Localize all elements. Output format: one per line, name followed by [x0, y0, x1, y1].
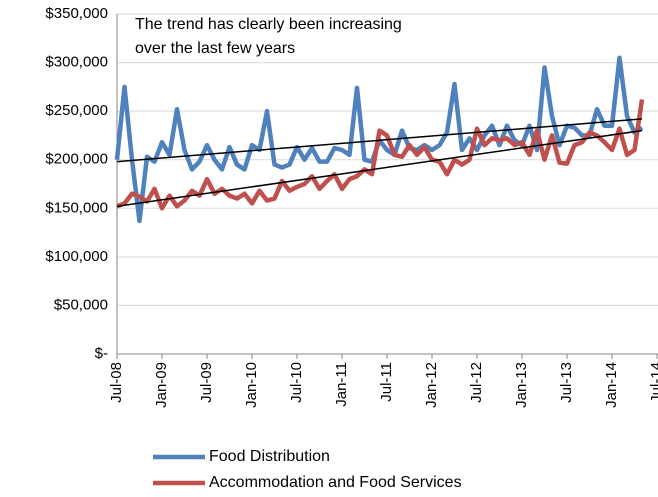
y-tick-label: $300,000: [45, 54, 108, 71]
x-tick-label: Jan-10: [243, 362, 260, 408]
x-tick-label: Jan-11: [333, 362, 350, 407]
y-tick-label: $50,000: [54, 296, 108, 313]
series-line: [116, 99, 645, 211]
annotation: over the last few years: [135, 40, 295, 57]
legend-label: Accommodation and Food Services: [209, 474, 462, 491]
x-tick-label: Jul-11: [378, 362, 395, 402]
x-tick-label: Jul-14: [648, 362, 658, 403]
x-tick-label: Jan-14: [603, 362, 620, 408]
x-tick-label: Jul-08: [108, 362, 125, 403]
y-tick-label: $250,000: [45, 102, 108, 119]
trend-line: [116, 129, 643, 208]
trend-line: [116, 118, 643, 163]
x-tick-label: Jul-09: [198, 362, 215, 403]
x-tick-label: Jan-12: [423, 362, 440, 408]
y-tick-label: $350,000: [45, 5, 108, 22]
y-tick-label: $100,000: [45, 248, 108, 265]
x-tick-label: Jul-10: [288, 362, 305, 403]
y-tick-label: $-: [95, 345, 108, 362]
annotation: The trend has clearly been increasing: [135, 16, 402, 33]
x-tick-label: Jul-13: [558, 362, 575, 403]
y-tick-label: $200,000: [45, 151, 108, 168]
legend-label: Food Distribution: [209, 448, 330, 465]
x-tick-label: Jul-12: [468, 362, 485, 403]
x-tick-label: Jan-13: [513, 362, 530, 408]
y-tick-label: $150,000: [45, 199, 108, 216]
x-tick-label: Jan-09: [153, 362, 170, 408]
